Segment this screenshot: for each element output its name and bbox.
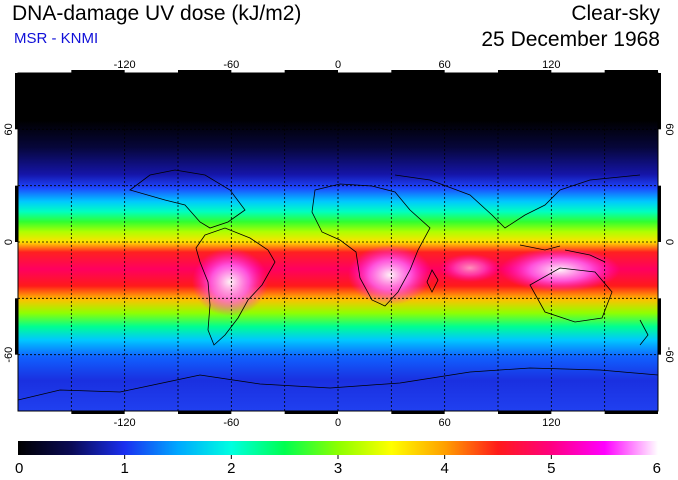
lon-tick-label-bottom: 60 — [439, 417, 451, 429]
frame-bar — [71, 70, 125, 73]
frame-bar — [284, 411, 338, 414]
lon-tick-label-top: 0 — [335, 59, 341, 71]
colorbar-tick-label: 3 — [334, 460, 342, 477]
map-title: DNA-damage UV dose (kJ/m2) — [12, 2, 302, 25]
lat-tick-label-right: 60 — [663, 123, 675, 135]
frame-bar — [658, 298, 661, 355]
frame-bar — [15, 298, 18, 355]
source-label: MSR - KNMI — [14, 30, 99, 47]
colorbar — [18, 441, 658, 455]
lon-tick-label-bottom: -60 — [223, 417, 239, 429]
frame-bar — [498, 411, 552, 414]
colorbar-tick-label: 0 — [15, 460, 23, 477]
frame-bar — [71, 411, 125, 414]
frame-bar — [15, 73, 18, 130]
lat-tick-label-right: 0 — [663, 239, 675, 245]
frame-bar — [284, 70, 338, 73]
frame-ticks — [15, 70, 661, 414]
lon-tick-label-top: 120 — [542, 59, 560, 71]
axis-labels: -120 -120 -60 -60 0 0 60 60 120 120 60 60 0 0 -60 -60 — [3, 59, 675, 429]
lon-tick-label-top: -60 — [223, 59, 239, 71]
lon-tick-label-top: -120 — [114, 59, 136, 71]
frame-bar — [658, 73, 661, 130]
lon-tick-label-bottom: -120 — [114, 417, 136, 429]
colorbar-tick-label: 4 — [440, 460, 448, 477]
colorbar-tick-label: 1 — [120, 460, 128, 477]
colorbar-labels: 0 1 2 3 4 5 6 — [15, 455, 661, 477]
lat-tick-label-left: -60 — [3, 347, 15, 363]
lon-tick-label-bottom: 0 — [335, 417, 341, 429]
frame-bar — [658, 185, 661, 242]
frame-bar — [15, 185, 18, 242]
graticule — [18, 73, 658, 411]
lat-tick-label-right: -60 — [663, 347, 675, 363]
frame-bar — [178, 411, 232, 414]
colorbar-tick-label: 6 — [653, 460, 661, 477]
lat-tick-label-left: 0 — [3, 239, 15, 245]
frame-bar — [178, 70, 232, 73]
frame-bar — [604, 411, 658, 414]
colorbar-tick-label: 2 — [227, 460, 235, 477]
lon-tick-label-bottom: 120 — [542, 417, 560, 429]
lat-tick-label-left: 60 — [3, 123, 15, 135]
colorbar-tick-label: 5 — [547, 460, 555, 477]
frame-bar — [498, 70, 552, 73]
coastlines — [18, 169, 658, 401]
frame-bar — [391, 70, 445, 73]
lon-tick-label-top: 60 — [439, 59, 451, 71]
frame-bar — [604, 70, 658, 73]
sky-condition-label: Clear-sky — [571, 2, 660, 25]
date-label: 25 December 1968 — [481, 28, 660, 51]
frame-bar — [391, 411, 445, 414]
